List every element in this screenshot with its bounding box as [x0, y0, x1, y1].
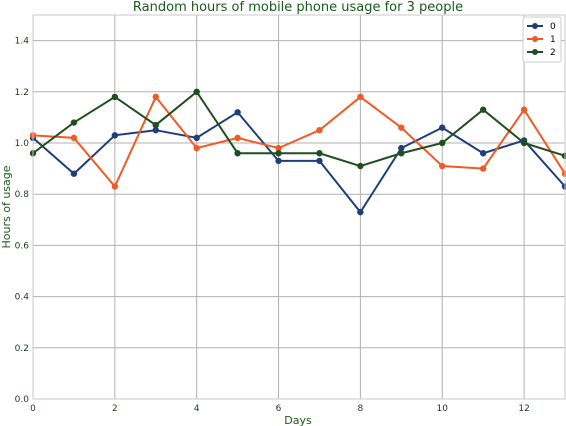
legend-entry: 0	[527, 22, 556, 32]
y-tick-label: 1.4	[15, 37, 30, 47]
data-point	[152, 121, 159, 129]
legend-label: 2	[550, 48, 556, 58]
grid	[32, 15, 565, 400]
legend-entry: 1	[527, 35, 556, 45]
series-line-1	[32, 95, 566, 189]
data-point	[70, 134, 78, 142]
data-point	[193, 88, 200, 96]
series-layer	[29, 88, 566, 216]
x-tick-label: 10	[437, 404, 449, 414]
x-tick-label: 4	[194, 404, 200, 414]
data-point	[439, 162, 446, 170]
data-point	[111, 132, 119, 139]
y-tick-label: 0.6	[15, 241, 30, 251]
data-point	[316, 127, 323, 134]
data-point	[234, 109, 241, 116]
data-point	[234, 150, 241, 157]
series-line-2	[32, 90, 566, 168]
data-point	[479, 165, 487, 172]
data-point	[275, 157, 282, 165]
y-tick-label: 0.8	[15, 190, 30, 200]
data-point	[111, 93, 119, 101]
legend-label: 1	[550, 35, 556, 45]
legend: 0 1 2	[522, 16, 562, 63]
x-tick-label: 12	[518, 404, 529, 414]
data-point	[398, 124, 405, 131]
data-point	[439, 124, 446, 131]
data-point	[520, 139, 528, 147]
legend-marker	[532, 49, 538, 55]
series-line-0	[32, 110, 566, 214]
data-point	[479, 150, 487, 157]
data-point	[520, 106, 528, 113]
data-point	[316, 150, 323, 157]
x-tick-label: 8	[358, 404, 364, 414]
data-point	[398, 150, 405, 157]
data-point	[357, 162, 364, 170]
data-point	[70, 170, 78, 177]
data-point	[152, 127, 159, 134]
y-axis-label: Hours of usage	[0, 165, 13, 248]
data-point	[111, 183, 119, 190]
plot-frame	[32, 14, 566, 400]
data-point	[316, 157, 323, 165]
data-point	[193, 134, 200, 142]
data-point	[152, 93, 159, 101]
x-tick-label: 2	[112, 404, 118, 414]
data-point	[275, 144, 282, 152]
data-point	[479, 106, 487, 113]
legend-marker	[532, 23, 538, 29]
y-tick-label: 1.2	[15, 88, 29, 98]
data-point	[275, 150, 282, 157]
y-tick-label: 0.2	[15, 344, 29, 354]
data-point	[70, 119, 78, 126]
tick-labels: 0 2 4 6 8 10 12 0.0 0.2 0.4 0.6 0.8 1.0 1.2 1.4	[15, 37, 530, 414]
data-point	[357, 93, 364, 101]
data-point	[193, 144, 200, 152]
x-tick-label: 6	[276, 404, 282, 414]
x-axis-label: Days	[284, 414, 312, 426]
legend-marker	[532, 36, 538, 42]
chart-title: Random hours of mobile phone usage for 3…	[133, 0, 463, 15]
series-2	[29, 88, 566, 170]
y-tick-label: 1.0	[15, 139, 30, 149]
y-tick-label: 0.4	[15, 293, 30, 303]
legend-label: 0	[550, 22, 556, 32]
series-0	[29, 109, 566, 216]
data-point	[234, 134, 241, 142]
x-tick-label: 0	[30, 404, 36, 414]
y-tick-label: 0.0	[15, 395, 30, 405]
legend-entry: 2	[527, 48, 556, 58]
data-point	[398, 144, 405, 152]
data-point	[357, 208, 364, 216]
data-point	[439, 139, 446, 147]
